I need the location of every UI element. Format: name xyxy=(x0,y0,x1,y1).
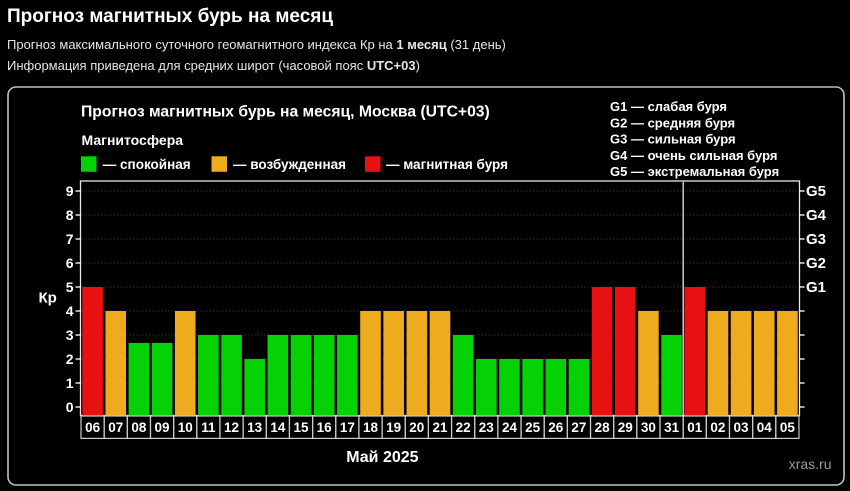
svg-text:8: 8 xyxy=(66,207,74,223)
svg-text:03: 03 xyxy=(734,420,750,435)
svg-text:Прогноз магнитных бурь на меся: Прогноз магнитных бурь на месяц, Москва … xyxy=(81,104,490,121)
svg-text:1: 1 xyxy=(66,375,74,391)
svg-text:30: 30 xyxy=(641,420,656,435)
svg-text:G3 — сильная буря: G3 — сильная буря xyxy=(610,132,736,147)
svg-text:12: 12 xyxy=(224,420,239,435)
svg-text:7: 7 xyxy=(66,231,74,247)
svg-text:19: 19 xyxy=(386,420,401,435)
svg-text:G1: G1 xyxy=(806,279,826,296)
svg-text:01: 01 xyxy=(687,420,703,435)
svg-text:Май 2025: Май 2025 xyxy=(346,449,418,466)
svg-text:26: 26 xyxy=(548,420,564,435)
svg-text:25: 25 xyxy=(525,420,541,435)
svg-text:G4 — очень сильная буря: G4 — очень сильная буря xyxy=(610,148,777,163)
svg-text:13: 13 xyxy=(247,420,263,435)
svg-text:24: 24 xyxy=(502,420,518,435)
svg-text:— возбужденная: — возбужденная xyxy=(233,157,346,172)
svg-text:23: 23 xyxy=(479,420,495,435)
svg-text:07: 07 xyxy=(108,420,123,435)
svg-text:xras.ru: xras.ru xyxy=(789,456,832,472)
svg-text:22: 22 xyxy=(456,420,471,435)
svg-text:G2: G2 xyxy=(806,255,826,272)
svg-text:— спокойная: — спокойная xyxy=(103,157,191,172)
svg-text:21: 21 xyxy=(432,420,448,435)
svg-text:05: 05 xyxy=(780,420,796,435)
svg-text:17: 17 xyxy=(340,420,355,435)
svg-text:11: 11 xyxy=(201,420,216,435)
svg-text:G3: G3 xyxy=(806,231,826,248)
svg-text:08: 08 xyxy=(131,420,147,435)
svg-text:G5: G5 xyxy=(806,183,826,200)
svg-text:29: 29 xyxy=(618,420,633,435)
svg-text:2: 2 xyxy=(66,351,74,367)
svg-text:G1 — слабая буря: G1 — слабая буря xyxy=(610,99,727,114)
svg-text:31: 31 xyxy=(664,420,680,435)
svg-text:15: 15 xyxy=(294,420,310,435)
svg-text:09: 09 xyxy=(155,420,170,435)
svg-text:16: 16 xyxy=(317,420,333,435)
svg-text:6: 6 xyxy=(66,255,74,271)
svg-text:9: 9 xyxy=(66,183,74,199)
svg-text:18: 18 xyxy=(363,420,379,435)
svg-text:06: 06 xyxy=(85,420,101,435)
svg-text:4: 4 xyxy=(66,303,74,319)
svg-text:28: 28 xyxy=(595,420,611,435)
svg-text:27: 27 xyxy=(571,420,586,435)
svg-text:5: 5 xyxy=(66,279,74,295)
svg-text:— магнитная буря: — магнитная буря xyxy=(386,157,508,172)
svg-text:G5 — экстремальная буря: G5 — экстремальная буря xyxy=(610,164,779,179)
svg-text:G4: G4 xyxy=(806,207,827,224)
svg-text:20: 20 xyxy=(409,420,424,435)
svg-text:3: 3 xyxy=(66,327,74,343)
svg-text:Магнитосфера: Магнитосфера xyxy=(82,132,184,148)
svg-text:10: 10 xyxy=(178,420,193,435)
svg-text:14: 14 xyxy=(270,420,286,435)
svg-text:Кр: Кр xyxy=(39,290,57,307)
svg-text:0: 0 xyxy=(66,399,74,415)
svg-text:G2 — средняя буря: G2 — средняя буря xyxy=(610,115,735,130)
svg-text:02: 02 xyxy=(710,420,725,435)
svg-text:04: 04 xyxy=(757,420,773,435)
